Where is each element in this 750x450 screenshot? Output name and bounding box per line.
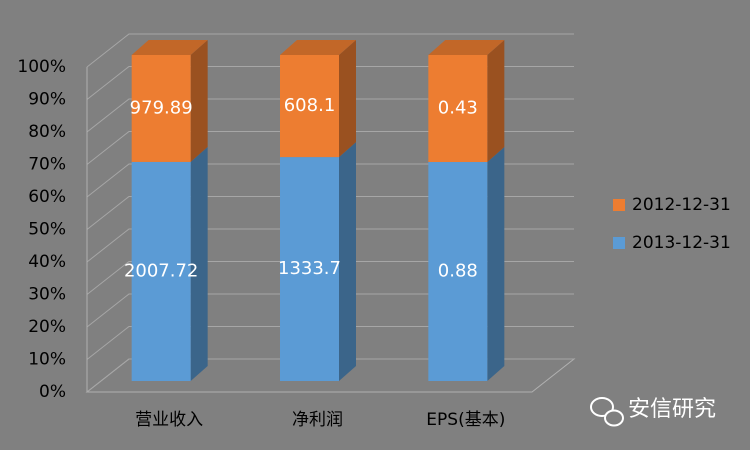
watermark-icon xyxy=(590,397,624,427)
y-tick-label: 60% xyxy=(28,187,66,207)
y-tick-label: 100% xyxy=(17,57,66,77)
bar-front xyxy=(280,157,339,381)
y-tick-label: 40% xyxy=(28,252,66,272)
bar-top xyxy=(280,40,356,55)
bar xyxy=(428,147,505,381)
bar xyxy=(428,40,505,163)
y-tick-label: 30% xyxy=(28,285,66,305)
y-tick-label: 80% xyxy=(28,122,66,142)
legend-label: 2013-12-31 xyxy=(632,233,731,253)
bar-side xyxy=(190,40,208,162)
bar-top xyxy=(428,40,505,55)
grid-line xyxy=(86,33,574,68)
grid-line xyxy=(86,261,574,295)
grid-line xyxy=(86,326,574,360)
data-label: 979.89 xyxy=(130,97,193,118)
y-tick-label: 10% xyxy=(28,350,66,370)
bar-front xyxy=(428,55,488,163)
bar-side xyxy=(339,40,356,158)
grid-line xyxy=(86,163,574,198)
legend-label: 2012-12-31 xyxy=(632,195,731,215)
grid-line xyxy=(86,228,574,263)
bar-side xyxy=(339,142,356,381)
bar-side xyxy=(190,146,208,381)
bar-side xyxy=(487,40,505,163)
bar xyxy=(280,142,356,381)
watermark: 安信研究 xyxy=(628,397,716,422)
bar xyxy=(131,40,208,162)
bar-front xyxy=(131,161,191,381)
data-label: 1333.7 xyxy=(278,258,341,279)
x-tick-label: 净利润 xyxy=(292,410,343,430)
legend-swatch xyxy=(613,237,625,249)
y-tick-label: 50% xyxy=(28,220,66,240)
bar-front xyxy=(280,55,339,158)
bar xyxy=(280,40,356,158)
bar-top xyxy=(131,40,208,55)
bar-side xyxy=(487,147,505,381)
y-tick-label: 90% xyxy=(28,90,66,110)
grid-line xyxy=(86,98,574,133)
grid-line xyxy=(86,66,574,100)
bar xyxy=(131,146,208,381)
data-label: 0.43 xyxy=(438,98,478,119)
y-tick-label: 70% xyxy=(28,155,66,175)
bar-front xyxy=(428,162,488,381)
data-label: 2007.72 xyxy=(124,260,198,281)
data-label: 608.1 xyxy=(284,95,336,116)
y-tick-label: 0% xyxy=(39,382,66,402)
grid-line xyxy=(86,131,574,165)
grid-line xyxy=(86,293,574,328)
data-label: 0.88 xyxy=(438,261,478,282)
grid-line xyxy=(86,196,574,230)
grid-line xyxy=(86,358,574,393)
y-tick-label: 20% xyxy=(28,317,66,337)
x-tick-label: EPS(基本) xyxy=(426,410,505,430)
bar-front xyxy=(131,55,191,162)
x-tick-label: 营业收入 xyxy=(135,410,203,430)
legend-swatch xyxy=(613,199,625,211)
